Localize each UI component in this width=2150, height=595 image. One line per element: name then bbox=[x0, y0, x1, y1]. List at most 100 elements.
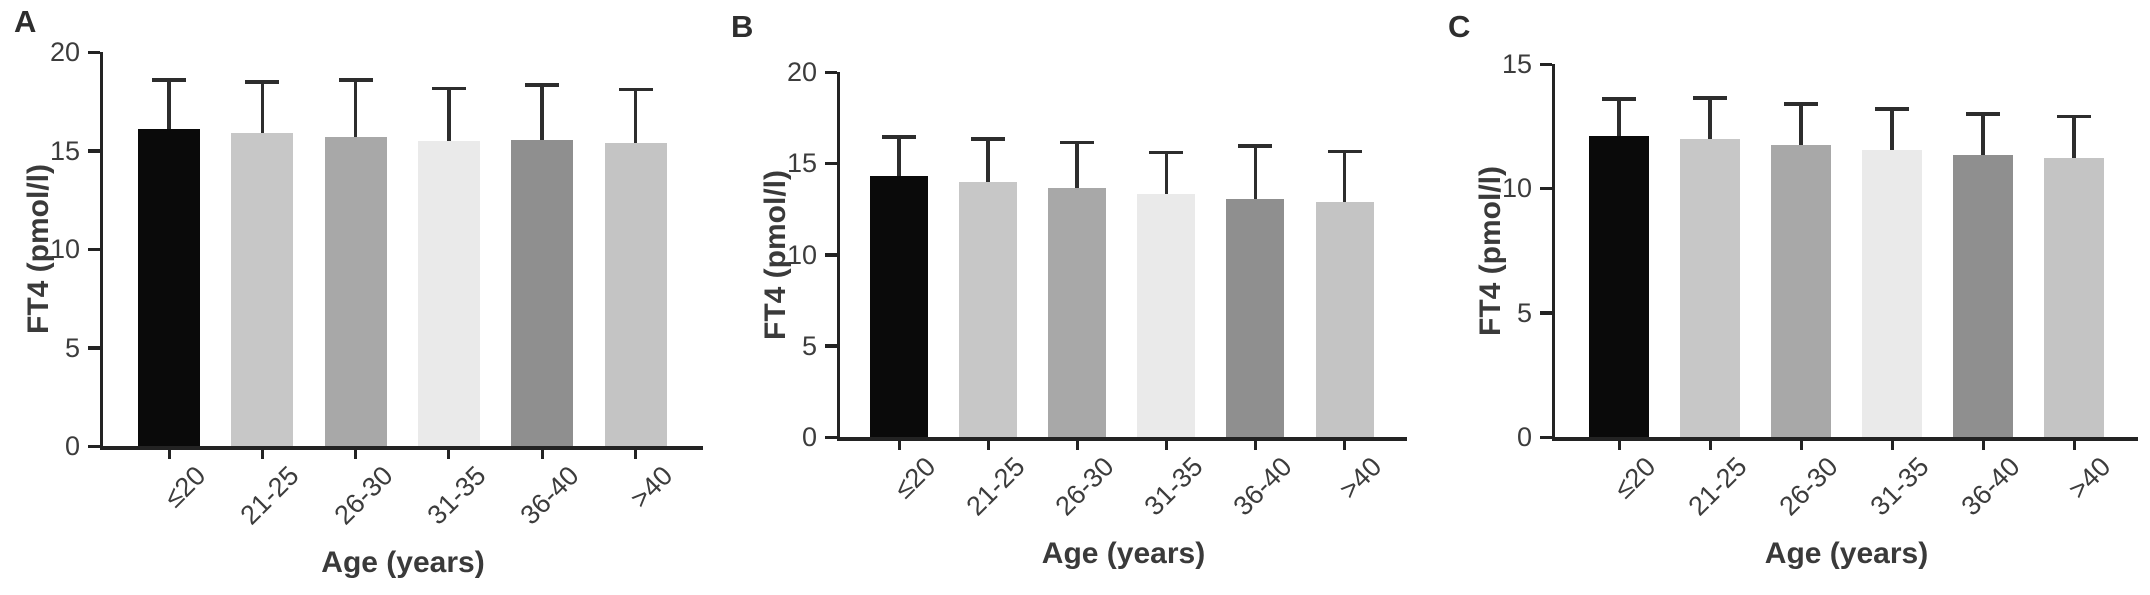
x-category-label: 21-25 bbox=[1682, 451, 1753, 522]
error-bar-stem bbox=[1890, 108, 1894, 152]
y-tick-label: 10 bbox=[786, 239, 817, 270]
x-axis-title: Age (years) bbox=[1041, 537, 1206, 570]
error-bar-stem bbox=[1617, 98, 1621, 139]
error-bar-stem bbox=[1342, 151, 1347, 205]
y-axis-line bbox=[99, 52, 103, 450]
error-bar-stem bbox=[1253, 145, 1258, 201]
x-tick bbox=[354, 449, 358, 459]
bar bbox=[1226, 198, 1285, 437]
error-bar-cap bbox=[1693, 96, 1727, 100]
y-tick bbox=[87, 149, 100, 153]
bar bbox=[1680, 138, 1740, 437]
x-axis-title: Age (years) bbox=[1764, 537, 1929, 570]
bar bbox=[1137, 194, 1196, 437]
x-category-label: 21-25 bbox=[960, 451, 1031, 522]
error-bar-stem bbox=[1799, 103, 1803, 147]
error-bar-stem bbox=[167, 79, 171, 131]
x-category-label: 26-30 bbox=[1049, 451, 1120, 522]
error-bar-cap bbox=[245, 80, 280, 84]
y-axis-line bbox=[1551, 64, 1555, 441]
error-bar-cap bbox=[338, 78, 373, 82]
x-tick bbox=[897, 440, 901, 450]
bar bbox=[604, 142, 667, 446]
y-axis-title: FT4 (pmol/l) bbox=[759, 169, 792, 340]
error-bar-stem bbox=[1708, 97, 1712, 141]
y-tick bbox=[824, 435, 837, 439]
y-tick-label: 10 bbox=[49, 234, 80, 264]
error-bar-stem bbox=[447, 88, 451, 143]
x-tick bbox=[986, 440, 990, 450]
y-tick bbox=[87, 247, 100, 251]
x-tick bbox=[167, 449, 171, 459]
x-tick bbox=[2072, 440, 2076, 450]
x-tick bbox=[1981, 440, 1985, 450]
bar bbox=[1048, 187, 1107, 437]
x-tick bbox=[1075, 440, 1079, 450]
x-category-label: >40 bbox=[2062, 451, 2117, 505]
bar bbox=[870, 176, 928, 437]
error-bar-cap bbox=[1875, 107, 1909, 111]
x-category-label: ≤20 bbox=[1608, 451, 1662, 505]
y-tick-label: 0 bbox=[1516, 422, 1532, 452]
error-bar-stem bbox=[2072, 116, 2076, 161]
error-bar-cap bbox=[1966, 112, 2000, 116]
y-axis-title: FT4 (pmol/l) bbox=[22, 164, 55, 334]
bar bbox=[324, 136, 387, 446]
x-tick bbox=[1708, 440, 1712, 450]
error-bar-cap bbox=[1327, 149, 1362, 154]
x-category-label: 31-35 bbox=[1138, 451, 1209, 522]
error-bar-stem bbox=[897, 136, 901, 179]
error-bar-cap bbox=[152, 78, 186, 82]
y-tick-label: 20 bbox=[786, 57, 817, 87]
y-tick-label: 15 bbox=[786, 148, 817, 179]
error-bar-cap bbox=[618, 87, 653, 92]
x-category-label: 26-30 bbox=[328, 460, 399, 531]
bar bbox=[959, 181, 1018, 437]
error-bar-cap bbox=[431, 86, 466, 91]
x-category-label: 36-40 bbox=[1955, 451, 2026, 522]
x-axis-line bbox=[1551, 437, 2138, 441]
x-tick bbox=[260, 449, 264, 459]
y-tick bbox=[824, 253, 837, 257]
y-tick-label: 5 bbox=[1516, 297, 1532, 328]
x-axis-title: Age (years) bbox=[321, 546, 485, 579]
bar bbox=[511, 139, 574, 446]
error-bar-stem bbox=[633, 89, 638, 145]
error-bar-stem bbox=[1075, 142, 1079, 190]
x-category-label: 36-40 bbox=[514, 460, 585, 531]
y-tick-label: 0 bbox=[64, 431, 80, 461]
y-tick bbox=[1539, 62, 1552, 66]
y-tick-label: 0 bbox=[801, 422, 817, 452]
x-category-label: >40 bbox=[624, 460, 679, 514]
error-bar-stem bbox=[986, 138, 990, 184]
y-axis-line bbox=[836, 72, 840, 441]
x-tick bbox=[1890, 440, 1894, 450]
y-tick bbox=[1539, 186, 1552, 191]
error-bar-stem bbox=[1164, 152, 1169, 197]
x-category-label: 36-40 bbox=[1227, 451, 1298, 522]
error-bar-stem bbox=[353, 79, 358, 139]
error-bar-cap bbox=[971, 137, 1006, 141]
x-axis-line bbox=[836, 437, 1407, 441]
bar bbox=[1862, 149, 1922, 437]
bar bbox=[1315, 202, 1374, 437]
bar bbox=[231, 132, 294, 446]
x-tick bbox=[1799, 440, 1803, 450]
error-bar-stem bbox=[1981, 113, 1985, 157]
error-bar-cap bbox=[1149, 150, 1184, 155]
y-tick bbox=[1539, 435, 1552, 439]
x-category-label: ≤20 bbox=[888, 451, 942, 505]
bar bbox=[417, 140, 480, 446]
panel-label-c: C bbox=[1448, 9, 1471, 44]
x-category-label: 21-25 bbox=[234, 460, 305, 531]
y-tick-label: 20 bbox=[49, 37, 80, 67]
y-tick bbox=[1539, 311, 1552, 315]
bar bbox=[138, 128, 200, 446]
x-tick bbox=[634, 449, 637, 459]
y-tick-label: 10 bbox=[1501, 173, 1532, 204]
bar bbox=[1589, 136, 1649, 437]
bar bbox=[1771, 144, 1831, 437]
x-tick bbox=[447, 449, 451, 459]
y-tick-label: 5 bbox=[801, 330, 817, 361]
